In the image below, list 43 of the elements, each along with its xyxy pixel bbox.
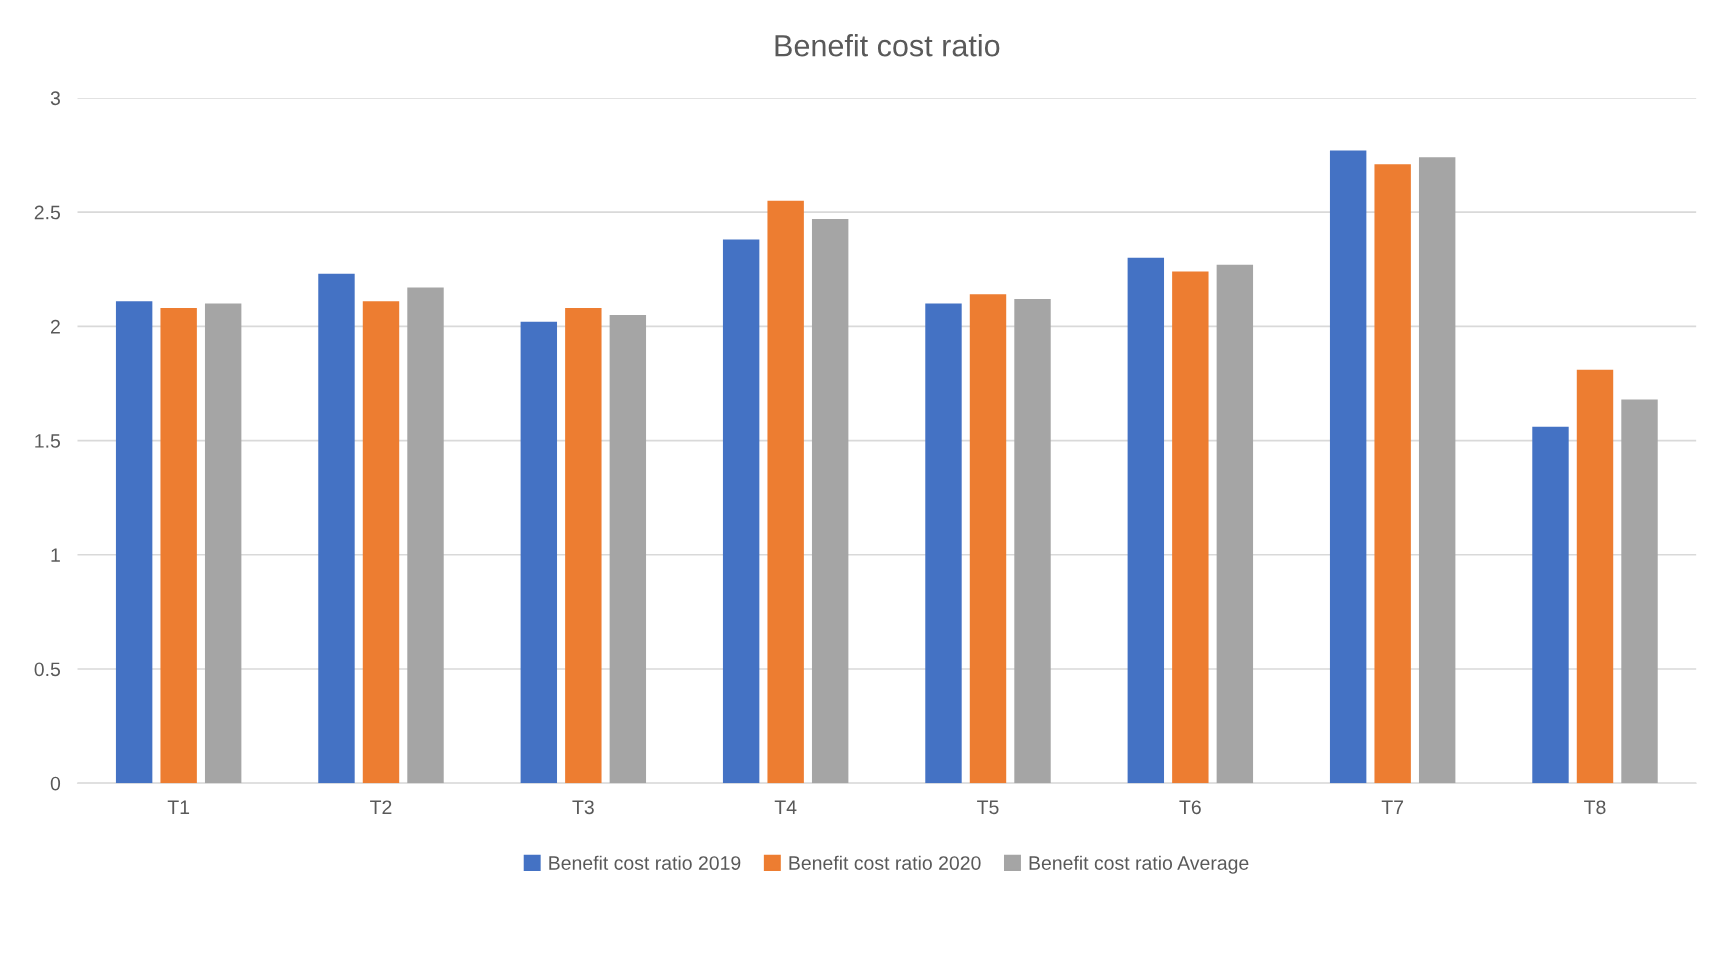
bar [1418,157,1456,784]
y-tick-label: 0 [50,776,61,791]
bar [362,301,400,784]
bar [722,239,760,784]
bar [1576,369,1614,784]
bar [1172,271,1209,784]
x-tick-label: T8 [1584,800,1606,815]
x-tick-label: T5 [977,800,999,815]
bar [565,308,602,784]
y-tick-label: 1.5 [35,434,61,448]
bar [1329,150,1367,784]
bar [318,273,355,784]
x-tick-label: T7 [1381,800,1404,814]
y-tick-label: 0.5 [34,662,61,677]
bar [925,303,962,784]
bar [1014,298,1051,784]
y-tick-label: 2.5 [34,205,61,220]
bar [609,314,647,784]
chart-title: Benefit cost ratio [775,34,1000,57]
legend-label: Benefit cost ratio 2019 [549,855,741,870]
y-tick-label: 3 [50,91,60,106]
x-tick-label: T2 [370,800,392,814]
bar [811,218,849,784]
y-tick-label: 1 [51,548,60,562]
legend-label: Benefit cost ratio 2020 [789,855,981,870]
bar [1532,426,1569,784]
x-tick-label: T1 [167,800,190,814]
bar [1374,164,1411,784]
bar [1621,399,1658,784]
bar [1127,257,1165,784]
bar [767,200,804,784]
bar [407,287,444,784]
bar [520,321,558,784]
bar [115,301,153,784]
y-tick-label: 2 [50,319,60,334]
bar [969,294,1007,784]
x-tick-label: T4 [774,800,797,814]
x-tick-label: T3 [572,800,594,815]
bar [204,303,242,784]
bar [1216,264,1254,784]
x-tick-label: T6 [1179,800,1201,815]
legend-label: Benefit cost ratio Average [1029,855,1249,874]
bar [160,308,197,784]
